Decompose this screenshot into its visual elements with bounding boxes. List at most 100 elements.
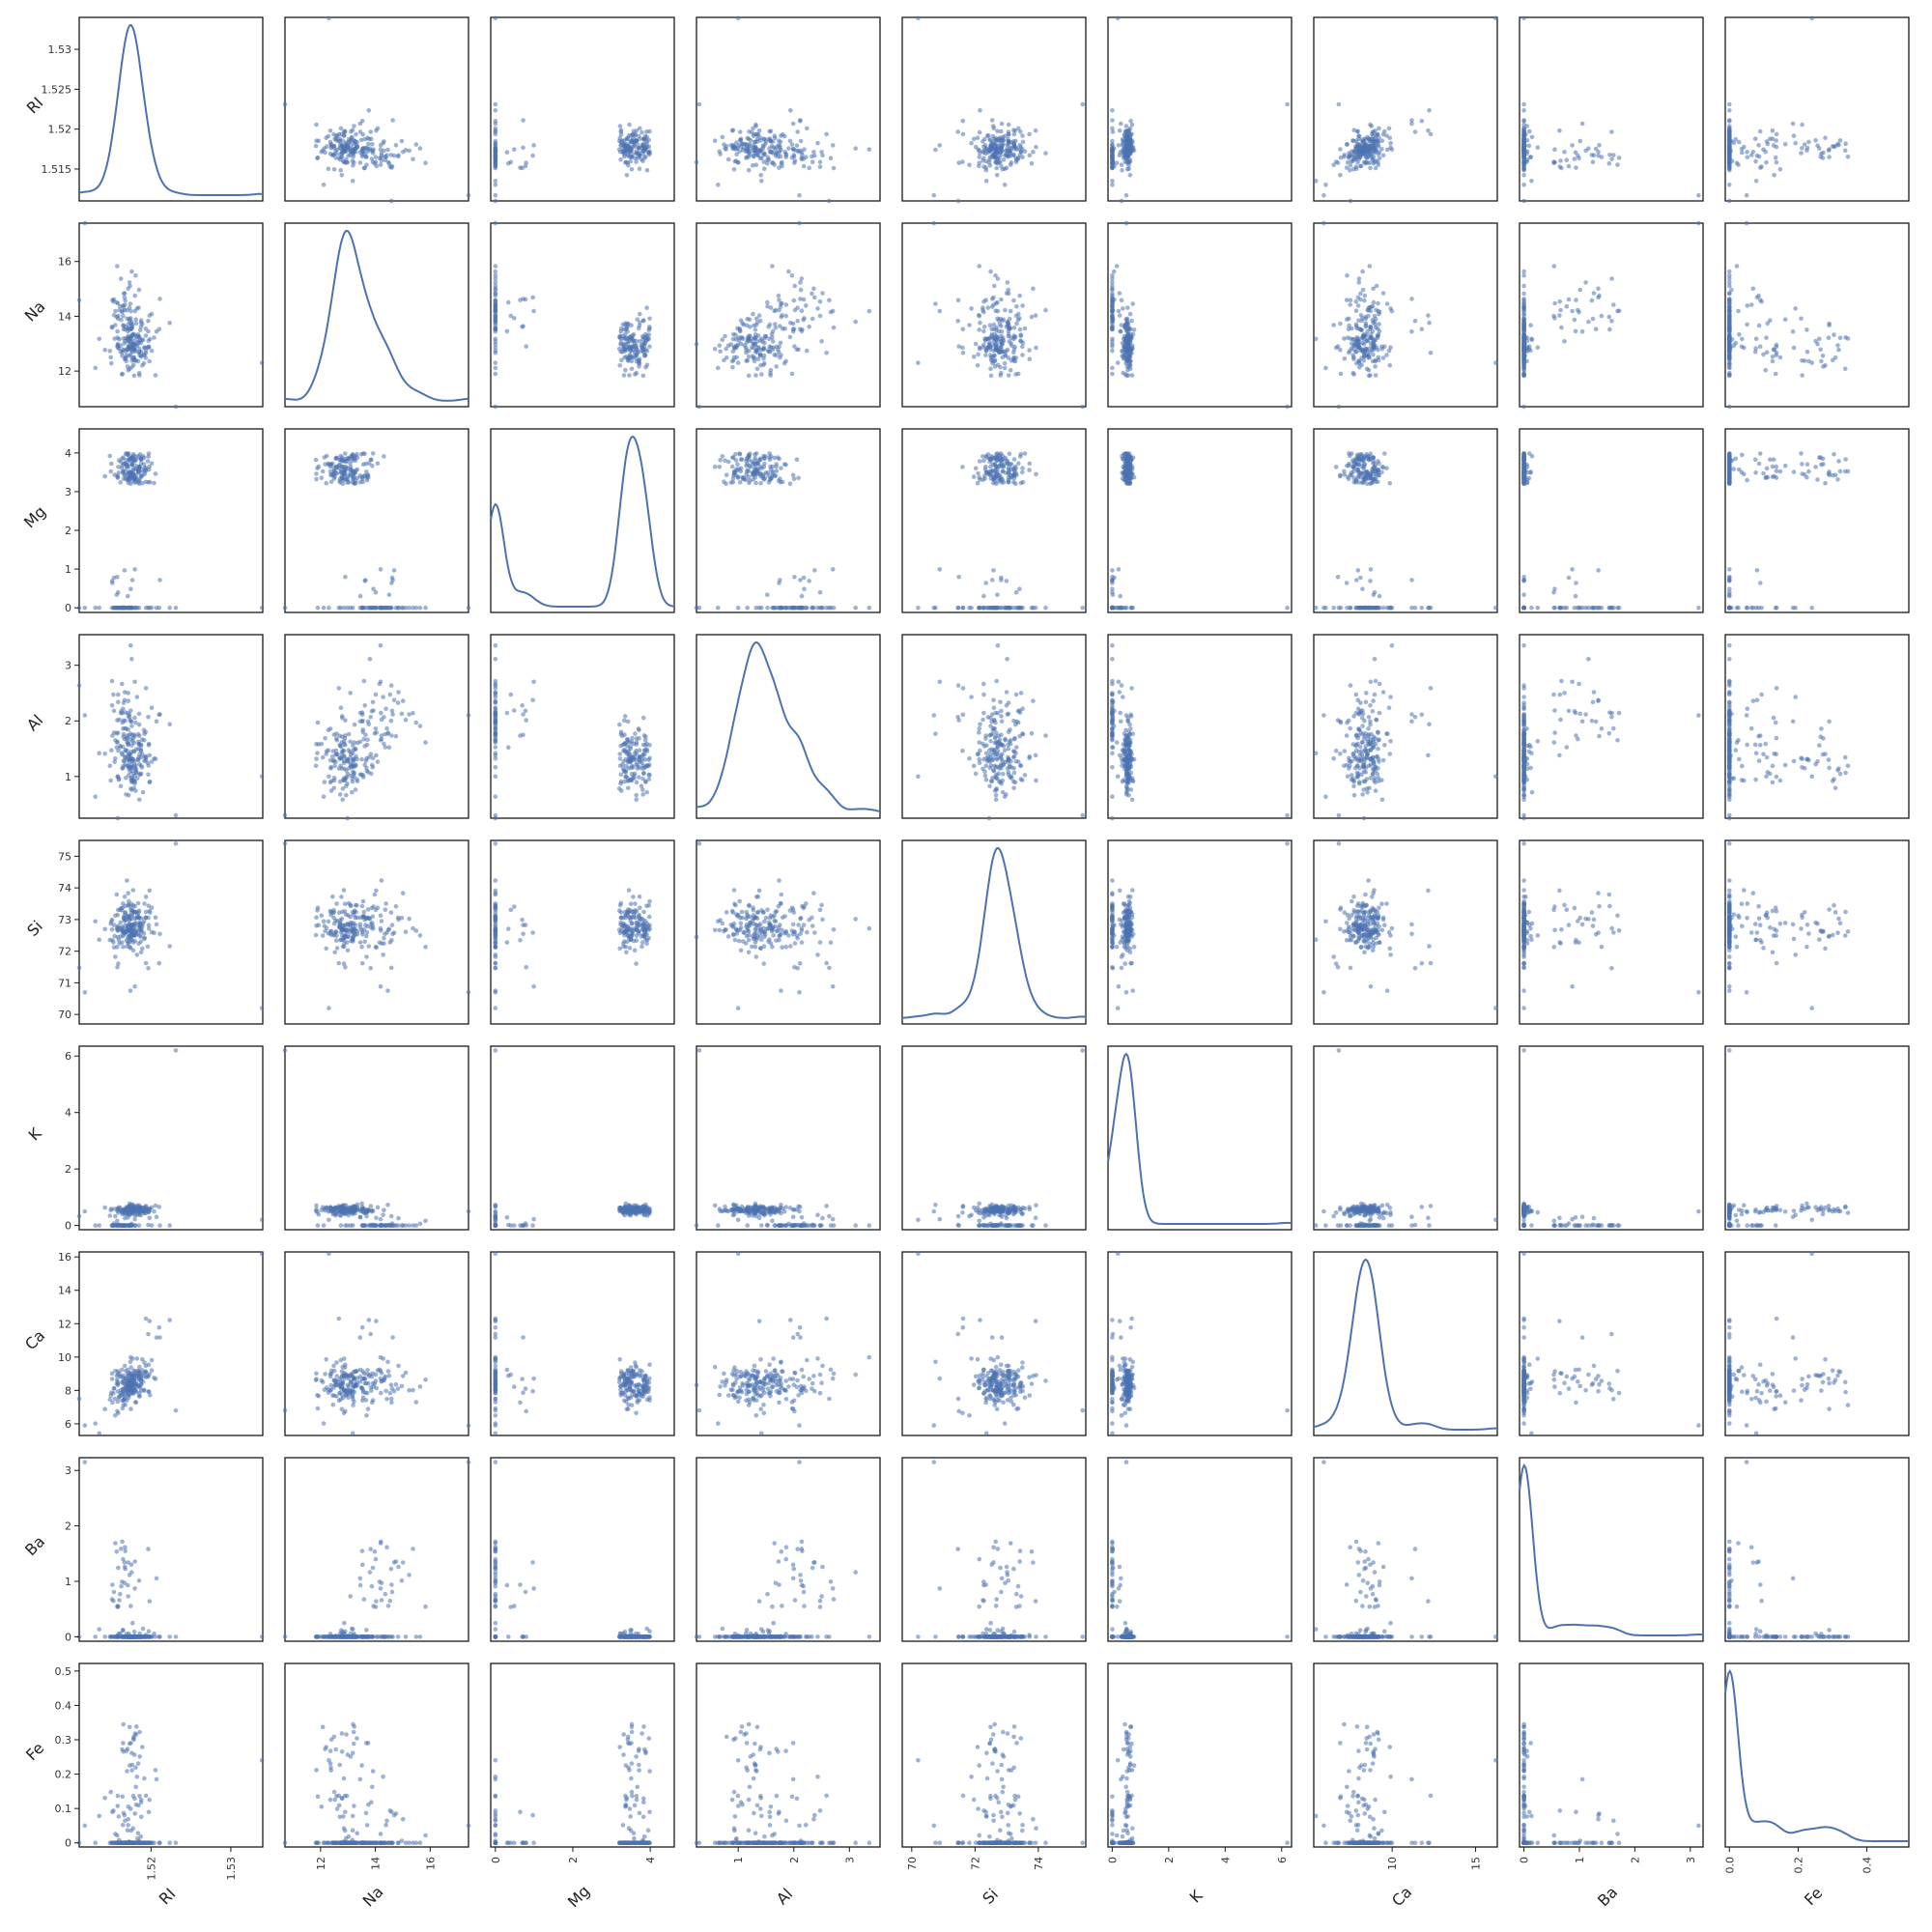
- point: [1362, 298, 1367, 303]
- point: [638, 136, 642, 142]
- point: [1572, 317, 1577, 323]
- point: [1000, 167, 1006, 172]
- point: [931, 220, 937, 226]
- point: [493, 276, 498, 281]
- point: [1355, 568, 1361, 573]
- y-tick-label: 16: [58, 256, 71, 269]
- point: [720, 134, 725, 140]
- point: [1285, 101, 1290, 107]
- point: [314, 122, 319, 128]
- point: [1110, 286, 1115, 292]
- panel-RI-vs-K: [1107, 15, 1293, 204]
- point: [1419, 605, 1425, 611]
- point: [969, 306, 974, 311]
- point: [1120, 167, 1124, 173]
- point: [994, 165, 999, 171]
- point: [493, 345, 498, 351]
- point: [1313, 605, 1319, 611]
- point: [1368, 165, 1373, 171]
- panel-frame: [284, 428, 469, 613]
- point: [1371, 592, 1377, 597]
- point: [747, 317, 753, 323]
- point: [762, 335, 768, 341]
- point: [1376, 131, 1380, 137]
- point: [1355, 338, 1361, 344]
- point: [994, 325, 999, 330]
- point: [753, 122, 758, 128]
- point: [1364, 451, 1369, 457]
- panel-RI-vs-Ca: [1313, 15, 1498, 204]
- panel-frame: [1724, 16, 1910, 202]
- point: [1521, 158, 1526, 163]
- point: [746, 355, 752, 359]
- point: [343, 451, 348, 456]
- point: [1727, 142, 1732, 147]
- point: [136, 287, 142, 293]
- point: [1323, 183, 1328, 187]
- point: [1809, 15, 1814, 21]
- point: [493, 146, 498, 151]
- point: [1615, 605, 1620, 611]
- point: [988, 347, 993, 353]
- point: [136, 370, 142, 376]
- point: [819, 339, 824, 344]
- point: [378, 567, 384, 572]
- point: [1005, 605, 1010, 611]
- point: [969, 140, 974, 146]
- point: [1570, 308, 1575, 314]
- point: [745, 358, 750, 363]
- point: [140, 481, 145, 486]
- point: [355, 467, 360, 472]
- point: [792, 575, 797, 580]
- point: [112, 336, 117, 341]
- point: [136, 350, 141, 355]
- point: [123, 451, 128, 457]
- point: [1521, 163, 1526, 168]
- point: [1080, 101, 1085, 107]
- point: [133, 272, 138, 278]
- point: [113, 308, 118, 314]
- point: [259, 360, 265, 365]
- point: [1770, 128, 1776, 133]
- point: [1368, 335, 1374, 341]
- point: [791, 298, 797, 303]
- point: [173, 605, 179, 611]
- panel-frame: [901, 222, 1087, 408]
- point: [114, 592, 120, 597]
- point: [1336, 605, 1342, 611]
- point: [143, 333, 149, 338]
- point: [988, 143, 993, 148]
- point: [991, 302, 996, 307]
- point: [354, 149, 358, 155]
- point: [807, 579, 811, 583]
- point: [1354, 578, 1359, 582]
- panel-Mg-vs-Al: [694, 428, 881, 613]
- point: [987, 163, 993, 168]
- point: [493, 404, 498, 410]
- point: [1552, 147, 1557, 152]
- panel-Na-vs-Si: [901, 220, 1087, 410]
- point: [321, 605, 327, 611]
- point: [1376, 468, 1381, 473]
- point: [1562, 339, 1567, 344]
- point: [1011, 326, 1017, 330]
- point: [1012, 344, 1017, 350]
- point: [810, 291, 814, 297]
- point: [753, 467, 758, 472]
- point: [1609, 319, 1614, 324]
- point: [731, 469, 737, 474]
- point: [1419, 327, 1425, 332]
- point: [1364, 156, 1370, 160]
- point: [375, 461, 381, 467]
- point: [1799, 151, 1804, 156]
- point: [1782, 317, 1788, 323]
- point: [1080, 605, 1085, 611]
- point: [916, 360, 921, 365]
- point: [1323, 365, 1328, 371]
- point: [753, 480, 758, 486]
- point: [790, 472, 796, 478]
- point: [1011, 144, 1016, 149]
- point: [774, 151, 779, 156]
- point: [1745, 322, 1749, 327]
